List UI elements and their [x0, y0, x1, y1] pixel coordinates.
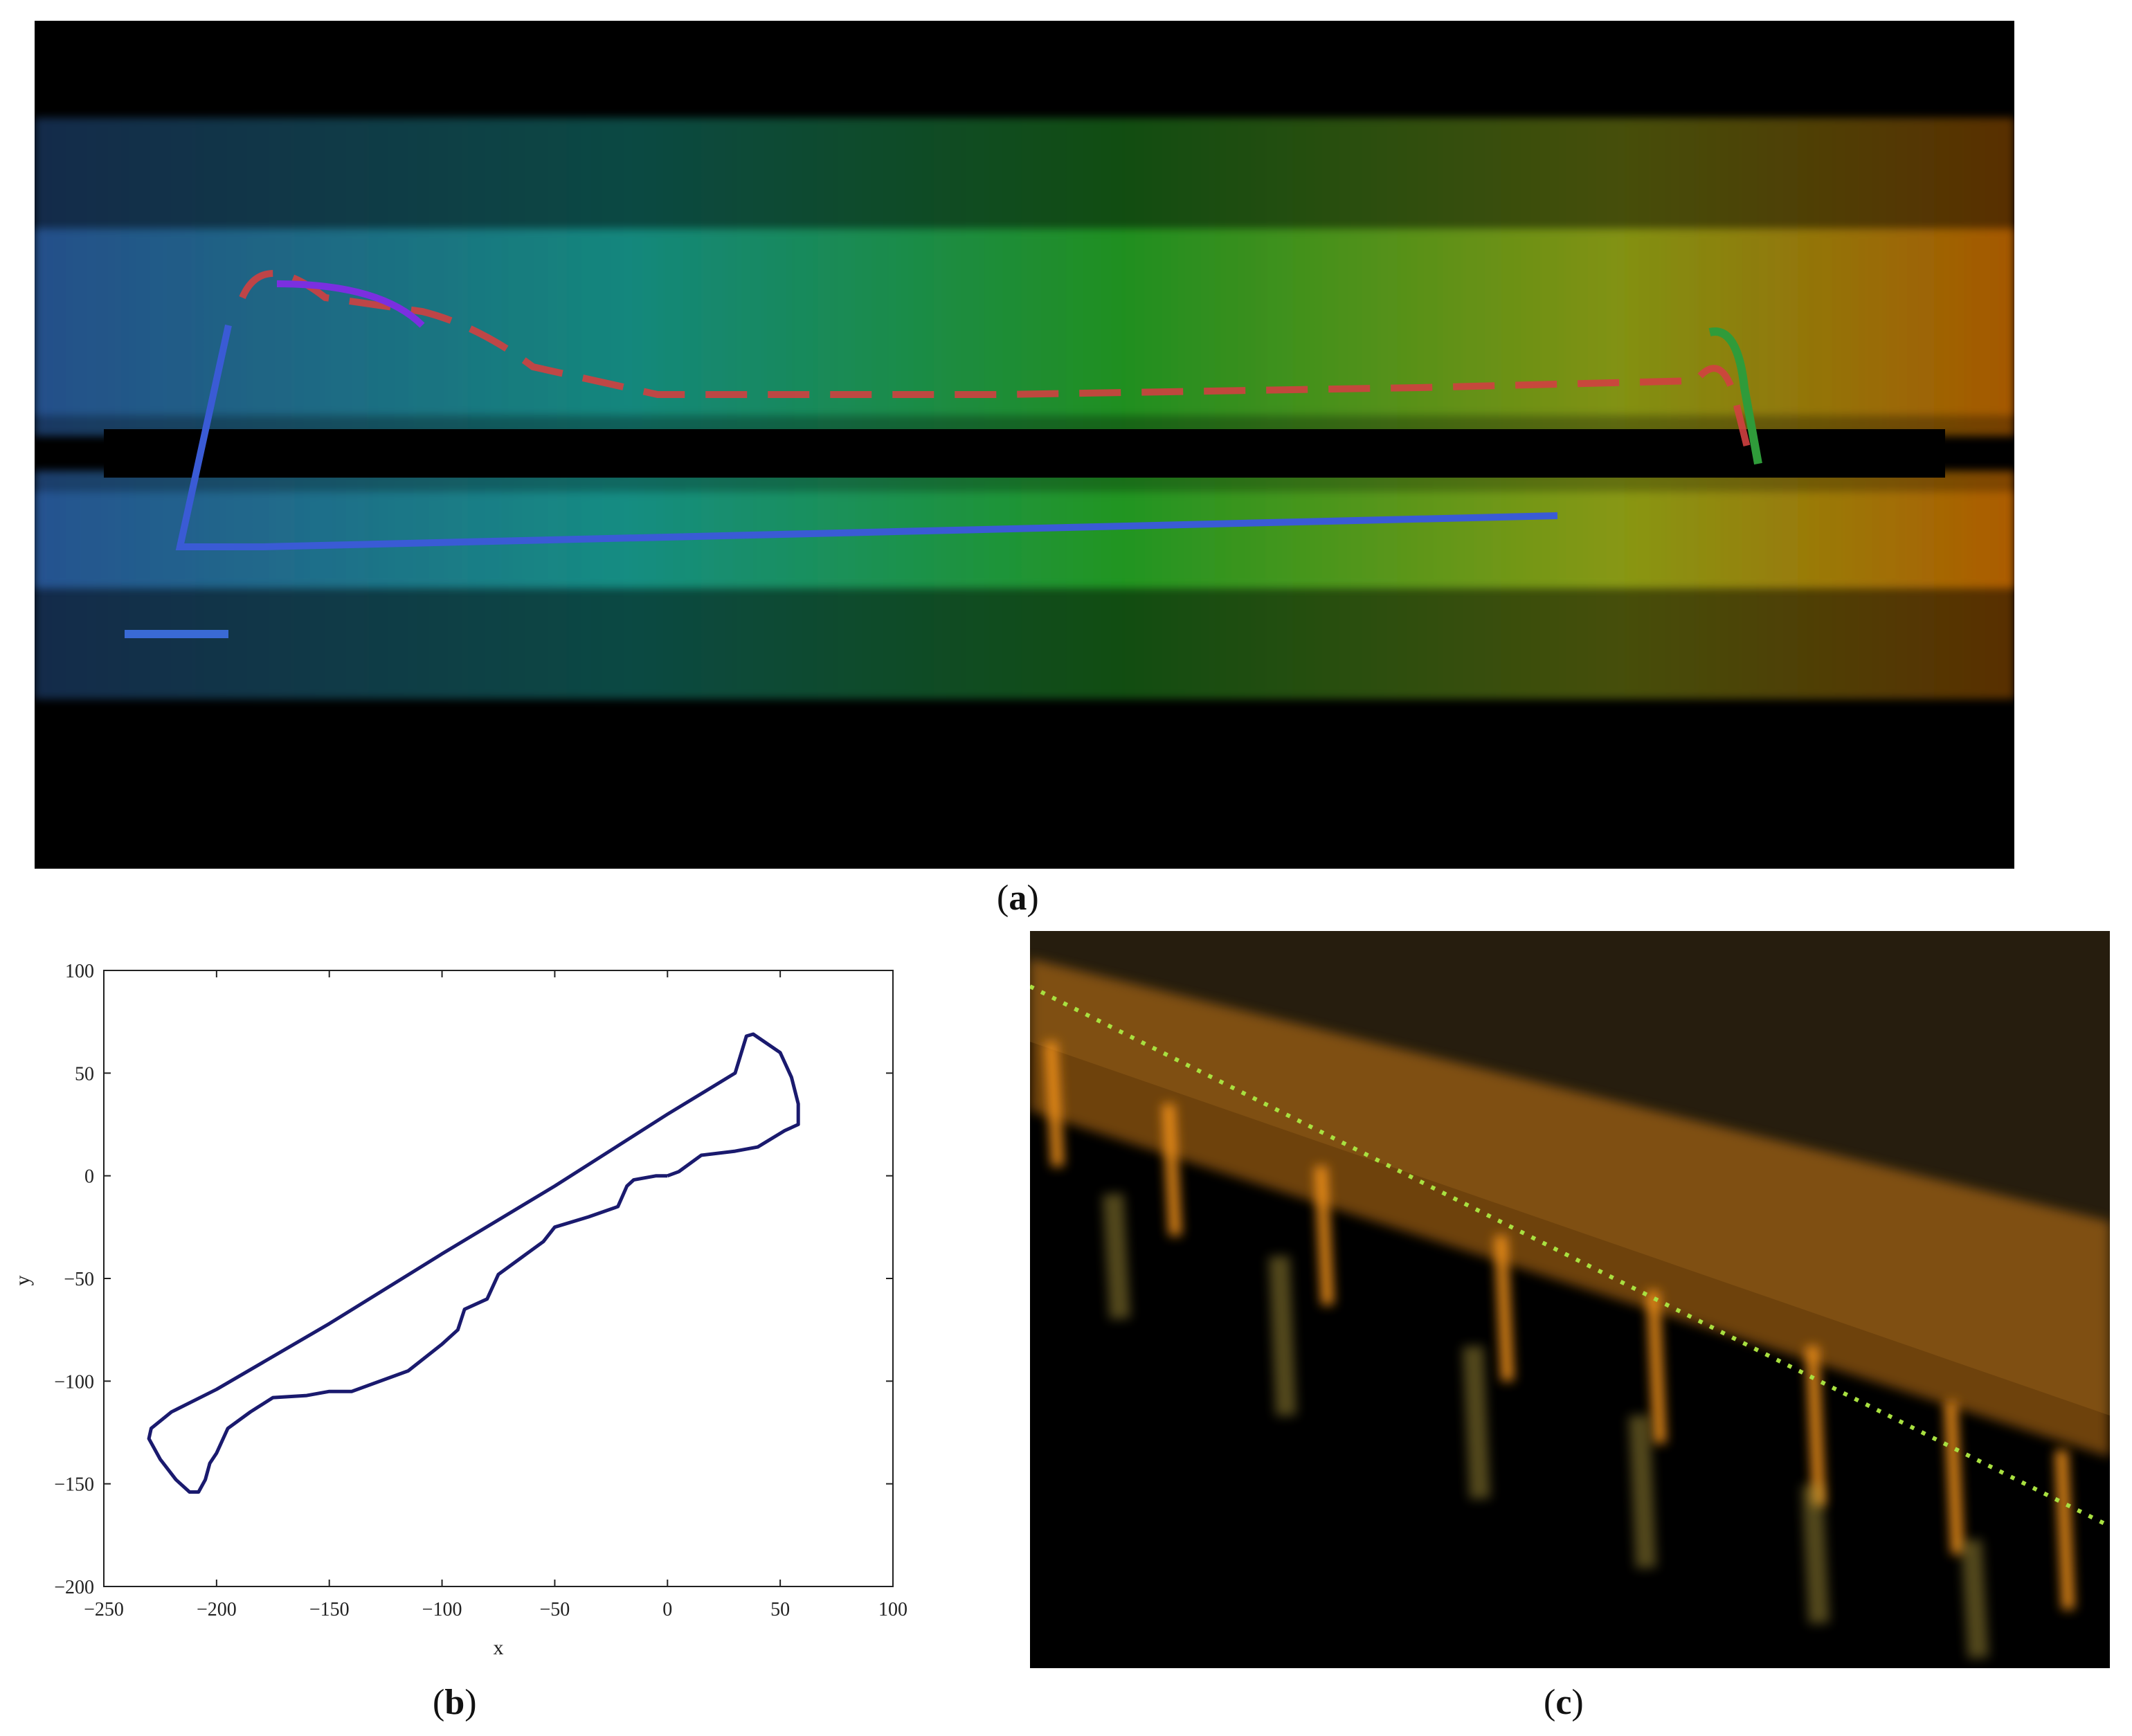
x-tick-label: −250: [84, 1599, 124, 1620]
point-cloud-map-image: [35, 21, 2014, 869]
x-tick-label: 100: [878, 1599, 907, 1620]
y-tick-label: 50: [75, 1063, 94, 1085]
tree-row-point-cloud-image: [1030, 931, 2110, 1668]
y-tick-label: −50: [64, 1269, 94, 1290]
caption-a: (a): [997, 878, 1039, 918]
y-tick-label: −200: [54, 1577, 94, 1598]
y-axis-ticks: −200 −150 −100 −50 0 50 100: [54, 961, 893, 1598]
y-tick-label: 0: [84, 1166, 94, 1188]
y-tick-label: −150: [54, 1474, 94, 1496]
y-tick-label: 100: [65, 961, 94, 982]
y-axis-label: y: [11, 1276, 34, 1286]
x-tick-label: −50: [540, 1599, 570, 1620]
trajectory-line: [147, 1032, 800, 1494]
trajectory-chart: −250 −200 −150 −100 −50 0 50 100 −200−150−100−5…: [11, 961, 907, 1659]
point-cloud-map-graphic: [35, 21, 2014, 869]
x-tick-label: 50: [770, 1599, 790, 1620]
x-axis-ticks: −250 −200 −150 −100 −50 0 50 100: [84, 970, 907, 1620]
x-tick-label: −150: [309, 1599, 350, 1620]
x-axis-label: x: [494, 1636, 504, 1659]
tree-row-point-cloud-graphic: [1030, 931, 2110, 1668]
x-tick-label: −200: [197, 1599, 237, 1620]
caption-b: (b): [433, 1683, 477, 1722]
caption-c: (c): [1544, 1683, 1584, 1722]
x-tick-label: −100: [422, 1599, 462, 1620]
x-tick-label: 0: [662, 1599, 672, 1620]
y-tick-label: −100: [54, 1371, 94, 1393]
